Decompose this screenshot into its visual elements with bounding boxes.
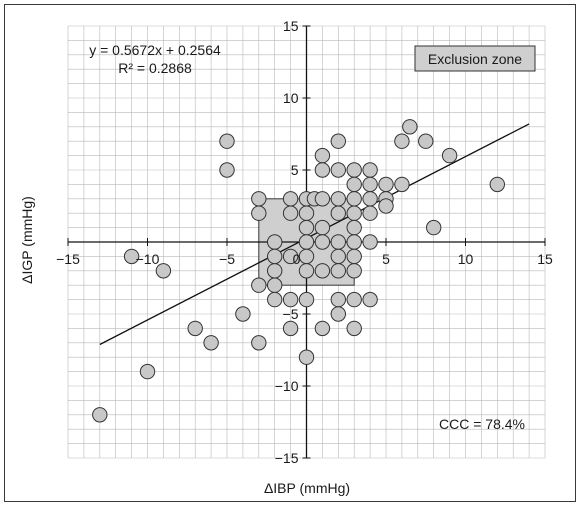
legend-label: Exclusion zone: [428, 51, 522, 67]
data-point: [314, 147, 331, 164]
data-point: [330, 248, 346, 265]
scatter-chart: −15 −10 −5 0 5 10 15 −15 −10 −5 5 10 15 y = 0.5672x …: [19, 18, 553, 496]
x-tick-label: −5: [219, 251, 235, 267]
data-point: [123, 248, 140, 265]
y-tick-label: 15: [283, 18, 299, 34]
data-point: [298, 248, 315, 265]
data-point: [314, 162, 331, 178]
data-point: [346, 263, 362, 279]
data-point: [362, 205, 378, 221]
data-point: [235, 306, 251, 322]
data-point: [378, 176, 394, 193]
data-point: [330, 133, 346, 149]
data-point: [267, 248, 283, 265]
data-point: [394, 133, 410, 149]
data-point: [330, 205, 346, 221]
data-point: [203, 335, 219, 351]
data-point: [489, 176, 505, 193]
y-tick-label: −5: [283, 306, 299, 322]
data-point: [346, 176, 362, 193]
y-tick-label: −10: [275, 378, 299, 394]
data-point: [298, 263, 315, 279]
data-point: [267, 277, 283, 293]
data-point: [267, 291, 283, 308]
data-point: [362, 176, 378, 193]
x-tick-label: 5: [382, 251, 390, 267]
data-point: [267, 234, 283, 250]
legend-box: [414, 45, 536, 72]
data-point: [298, 205, 315, 221]
data-point: [314, 234, 331, 250]
regression-equation: y = 0.5672x + 0.2564: [89, 42, 221, 58]
data-points: [92, 119, 505, 423]
data-point: [298, 219, 315, 236]
data-point: [282, 191, 299, 207]
data-point: [251, 205, 267, 221]
x-tick-label: −10: [136, 251, 160, 267]
x-tick-label: 15: [537, 251, 553, 267]
data-point: [251, 335, 267, 351]
data-point: [426, 219, 442, 236]
data-point: [187, 320, 203, 337]
data-point: [362, 234, 378, 250]
data-point: [362, 291, 378, 308]
data-point: [346, 219, 362, 236]
data-point: [346, 291, 362, 308]
data-point: [362, 162, 378, 178]
data-point: [362, 191, 378, 207]
data-point: [402, 119, 418, 135]
data-point: [418, 133, 434, 149]
data-point: [282, 205, 299, 221]
x-axis-label: ΔIBP (mmHg): [264, 480, 350, 496]
data-point: [346, 320, 362, 337]
data-point: [92, 407, 108, 423]
data-point: [394, 176, 410, 193]
data-point: [330, 291, 346, 308]
data-point: [314, 219, 331, 236]
ccc-label: CCC = 78.4%: [439, 416, 525, 432]
data-point: [282, 248, 299, 265]
x-tick-label: −15: [56, 251, 80, 267]
data-point: [282, 291, 299, 308]
x-tick-label: 0: [293, 251, 301, 267]
data-point: [314, 263, 331, 279]
data-point: [282, 320, 299, 337]
data-point: [330, 191, 346, 207]
data-point: [298, 349, 315, 365]
data-point: [330, 306, 346, 322]
data-point: [378, 198, 394, 214]
regression-line: [99, 123, 530, 346]
data-point: [219, 133, 235, 149]
y-axis-label: ΔIGP (mmHg): [19, 196, 35, 284]
data-point: [251, 277, 267, 293]
data-point: [139, 363, 156, 380]
data-point: [314, 191, 331, 207]
tick-labels: −15 −10 −5 0 5 10 15 −15 −10 −5 5 10 15: [56, 18, 553, 466]
data-point: [267, 263, 283, 279]
data-point: [346, 234, 362, 250]
data-point: [314, 320, 331, 337]
y-tick-label: 10: [283, 90, 299, 106]
data-point: [298, 234, 315, 250]
data-point: [155, 263, 172, 279]
data-point: [330, 263, 346, 279]
x-tick-label: 10: [458, 251, 474, 267]
data-point: [346, 162, 362, 178]
data-point: [346, 248, 362, 265]
y-tick-label: 5: [291, 162, 299, 178]
data-point: [346, 205, 362, 221]
y-tick-label: −15: [275, 450, 299, 466]
data-point: [346, 191, 362, 207]
data-point: [298, 291, 315, 308]
data-point: [219, 162, 235, 178]
r-squared-label: R² = 0.2868: [118, 60, 192, 76]
data-point: [330, 234, 346, 250]
data-point: [330, 162, 346, 178]
data-point: [251, 191, 267, 207]
chart-frame: −15 −10 −5 0 5 10 15 −15 −10 −5 5 10 15 y = 0.5672x …: [4, 4, 576, 502]
data-point: [441, 147, 458, 164]
